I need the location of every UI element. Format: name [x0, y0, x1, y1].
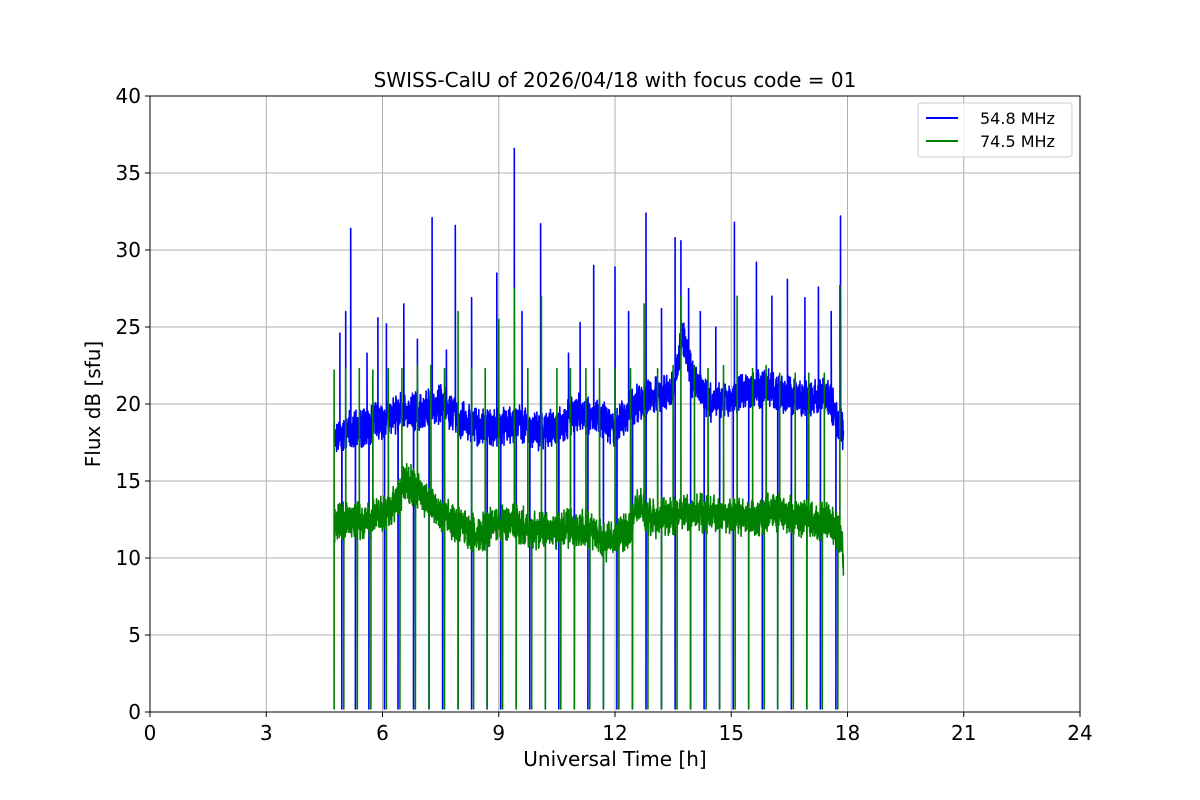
- y-tick-label: 15: [116, 469, 141, 493]
- x-tick-label: 24: [1067, 721, 1092, 745]
- x-tick-label: 18: [835, 721, 860, 745]
- x-axis-ticks: 0 3 6 9 12 15 18 21 24: [144, 712, 1093, 745]
- x-tick-label: 9: [492, 721, 505, 745]
- x-axis-label: Universal Time [h]: [523, 747, 706, 771]
- y-tick-label: 40: [116, 84, 141, 108]
- y-axis-label: Flux dB [sfu]: [81, 341, 105, 467]
- x-tick-label: 12: [602, 721, 627, 745]
- x-tick-label: 15: [719, 721, 744, 745]
- y-tick-label: 35: [116, 161, 141, 185]
- legend: 54.8 MHz 74.5 MHz: [917, 102, 1073, 158]
- legend-label-series-2: 74.5 MHz: [980, 132, 1055, 151]
- x-tick-label: 0: [144, 721, 157, 745]
- y-tick-label: 0: [128, 700, 141, 724]
- series-line-2: [333, 284, 845, 710]
- x-tick-label: 21: [951, 721, 976, 745]
- y-tick-label: 20: [116, 392, 141, 416]
- y-tick-label: 5: [128, 623, 141, 647]
- y-tick-label: 10: [116, 546, 141, 570]
- x-tick-label: 3: [260, 721, 273, 745]
- y-tick-label: 25: [116, 315, 141, 339]
- y-tick-label: 30: [116, 238, 141, 262]
- chart-title: SWISS-CalU of 2026/04/18 with focus code…: [374, 68, 857, 92]
- legend-label-series-1: 54.8 MHz: [980, 109, 1055, 128]
- series-layer: [333, 147, 845, 710]
- y-axis-ticks: 0 5 10 15 20 25 30 35 40: [116, 84, 150, 724]
- x-tick-label: 6: [376, 721, 389, 745]
- legend-box: [917, 102, 1073, 158]
